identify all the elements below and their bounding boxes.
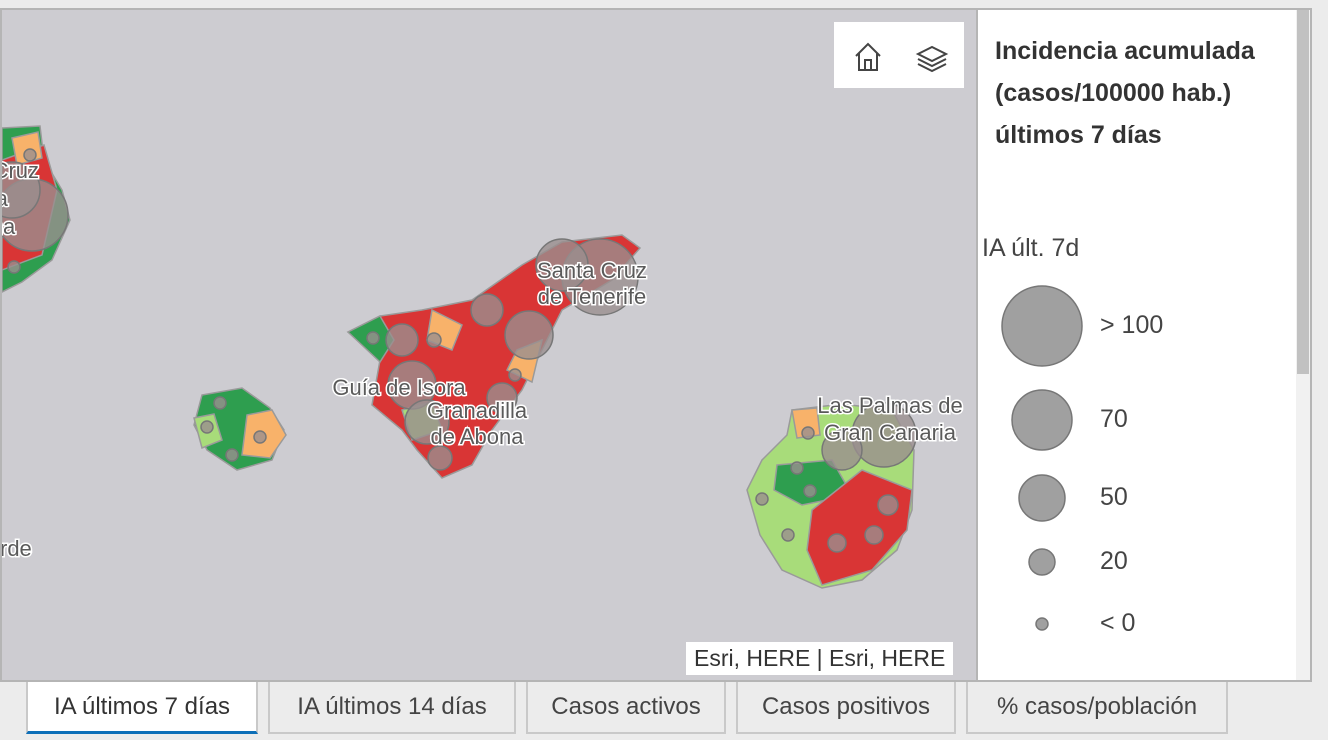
symbol [385, 323, 419, 357]
symbol [486, 382, 518, 414]
symbol [535, 238, 589, 292]
place-label-line: rde [2, 536, 32, 561]
legend-title: Incidencia acumulada (casos/100000 hab.)… [995, 37, 1255, 149]
legend-symbol [1035, 617, 1049, 631]
legend-label: 20 [1100, 547, 1128, 575]
map-tools [834, 22, 964, 88]
legend-item: > 100 [978, 281, 1278, 371]
symbol [427, 445, 453, 471]
tab[interactable]: Casos positivos [736, 682, 956, 734]
symbol [404, 399, 450, 445]
symbol [877, 494, 899, 516]
symbol [781, 528, 795, 542]
place-label-line: de Abona [431, 424, 525, 449]
symbol [213, 396, 227, 410]
attribution: Esri, HERE | Esri, HERE [686, 642, 954, 675]
legend-label: > 100 [1100, 311, 1164, 339]
legend-label: < 0 [1100, 609, 1136, 637]
symbol [2, 161, 41, 219]
legend-symbol [1028, 548, 1056, 576]
legend-item: < 0 [978, 579, 1278, 669]
symbol [366, 331, 380, 345]
place-label-line: Las Palmas de [817, 393, 963, 418]
legend: Incidencia acumulada (casos/100000 hab.)… [978, 10, 1296, 680]
symbol [225, 448, 239, 462]
tab[interactable]: % casos/población [966, 682, 1228, 734]
legend-symbol [1018, 474, 1066, 522]
place-label-line: de Tenerife [538, 284, 646, 309]
scroll-thumb[interactable] [1297, 10, 1309, 374]
symbol [7, 260, 21, 274]
symbol [23, 148, 37, 162]
tab[interactable]: IA últimos 7 días [26, 682, 258, 734]
symbol [253, 430, 267, 444]
legend-subtitle: IA últ. 7d [982, 234, 1080, 262]
symbol [504, 310, 554, 360]
place-label: Santa Cruz de Tenerife [537, 258, 647, 309]
place-label: Santa Cruz de la Palma [2, 158, 39, 239]
place-label-line: Gran Canaria [824, 420, 957, 445]
home-button[interactable] [855, 42, 881, 71]
symbol [200, 420, 214, 434]
legend-item: 20 [978, 517, 1278, 607]
place-label: Las Palmas de Gran Canaria [817, 393, 963, 445]
symbol [864, 525, 884, 545]
symbol [755, 492, 769, 506]
legend-symbol [1001, 285, 1083, 367]
symbol [801, 426, 815, 440]
place-label-line: Palma [2, 214, 16, 239]
frame [978, 680, 1312, 682]
place-label: rde [2, 536, 32, 561]
frame [1310, 8, 1312, 682]
tab[interactable]: Casos activos [526, 682, 726, 734]
legend-label: 70 [1100, 405, 1128, 433]
legend-item: 70 [978, 375, 1278, 465]
symbol [470, 293, 504, 327]
layers-button[interactable] [915, 45, 949, 73]
legend-symbol [1011, 389, 1073, 451]
symbol [790, 461, 804, 475]
symbol [426, 332, 442, 348]
symbol [827, 533, 847, 553]
place-label-line: Santa Cruz [2, 158, 39, 183]
tab-bar: IA últimos 7 días IA últimos 14 días Casos… [26, 682, 1228, 740]
place-label-line: Granadilla [427, 398, 528, 423]
symbol [803, 484, 817, 498]
place-label-line: Santa Cruz [537, 258, 647, 283]
legend-item: 50 [978, 453, 1278, 543]
tab[interactable]: IA últimos 14 días [268, 682, 516, 734]
place-label-line: Guía de Isora [332, 375, 466, 400]
tool-icons [855, 42, 949, 73]
place-label: Guía de Isora [332, 375, 466, 400]
legend-label: 50 [1100, 483, 1128, 511]
frame [978, 8, 1312, 10]
place-label: Granadilla de Abona [427, 398, 528, 449]
symbol [821, 429, 863, 471]
symbol [508, 368, 522, 382]
place-label-line: de la [2, 186, 9, 211]
